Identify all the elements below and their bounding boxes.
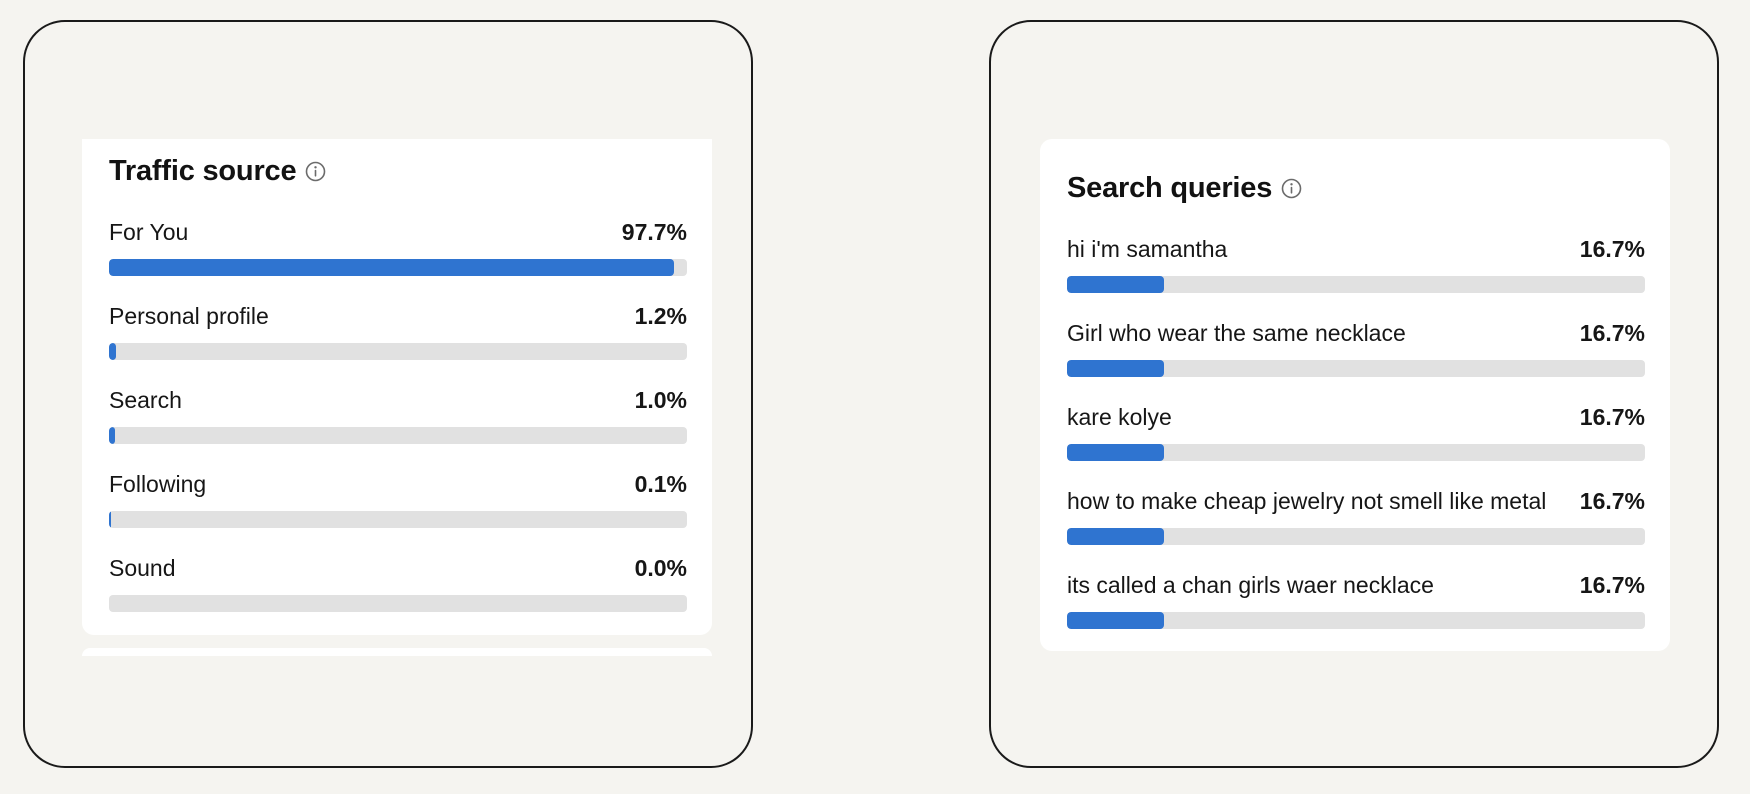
- progress-track: [1067, 360, 1645, 377]
- search-query-row: its called a chan girls waer necklace 16…: [1067, 572, 1645, 632]
- row-label: Girl who wear the same necklace: [1067, 320, 1406, 346]
- row-label: Search: [109, 387, 182, 413]
- progress-track: [1067, 528, 1645, 545]
- info-icon[interactable]: [1281, 178, 1302, 199]
- row-label: Following: [109, 471, 207, 497]
- row-percentage: 16.7%: [1579, 572, 1645, 598]
- progress-fill: [109, 427, 115, 444]
- row-percentage: 16.7%: [1579, 488, 1645, 514]
- progress-track: [109, 259, 687, 276]
- progress-fill: [1067, 444, 1164, 461]
- next-card-edge: [82, 648, 712, 656]
- traffic-source-row: Sound 0.0%: [109, 555, 687, 615]
- row-label: hi i'm samantha: [1067, 236, 1228, 262]
- traffic-source-card: Traffic source For You 97.7% Personal pr…: [82, 139, 712, 635]
- progress-fill: [109, 511, 111, 528]
- row-percentage: 16.7%: [1579, 236, 1645, 262]
- progress-track: [109, 427, 687, 444]
- progress-track: [1067, 612, 1645, 629]
- search-queries-frame: Search queries hi i'm samantha 16.7% Gir…: [989, 20, 1719, 768]
- traffic-source-title: Traffic source: [109, 155, 297, 187]
- search-queries-header: Search queries: [1067, 172, 1302, 205]
- row-label: its called a chan girls waer necklace: [1067, 572, 1434, 598]
- search-query-row: hi i'm samantha 16.7%: [1067, 236, 1645, 296]
- row-percentage: 16.7%: [1579, 404, 1645, 430]
- progress-track: [109, 343, 687, 360]
- row-percentage: 16.7%: [1579, 320, 1645, 346]
- progress-fill: [1067, 528, 1164, 545]
- search-query-row: how to make cheap jewelry not smell like…: [1067, 488, 1645, 548]
- traffic-source-row: Personal profile 1.2%: [109, 303, 687, 363]
- row-percentage: 1.2%: [634, 303, 687, 329]
- row-label: For You: [109, 219, 189, 245]
- row-label: Personal profile: [109, 303, 269, 329]
- row-percentage: 0.1%: [634, 471, 687, 497]
- progress-fill: [1067, 276, 1164, 293]
- progress-track: [109, 595, 687, 612]
- traffic-source-header: Traffic source: [109, 155, 326, 188]
- row-percentage: 97.7%: [621, 219, 687, 245]
- search-query-row: kare kolye 16.7%: [1067, 404, 1645, 464]
- traffic-source-row: Following 0.1%: [109, 471, 687, 531]
- row-percentage: 0.0%: [634, 555, 687, 581]
- progress-fill: [1067, 360, 1164, 377]
- info-icon[interactable]: [305, 161, 326, 182]
- search-query-row: Girl who wear the same necklace 16.7%: [1067, 320, 1645, 380]
- progress-track: [109, 511, 687, 528]
- row-percentage: 1.0%: [634, 387, 687, 413]
- traffic-source-frame: Traffic source For You 97.7% Personal pr…: [23, 20, 753, 768]
- progress-track: [1067, 276, 1645, 293]
- traffic-source-row: For You 97.7%: [109, 219, 687, 279]
- search-queries-card: Search queries hi i'm samantha 16.7% Gir…: [1040, 139, 1670, 651]
- row-label: Sound: [109, 555, 176, 581]
- progress-fill: [1067, 612, 1164, 629]
- row-label: kare kolye: [1067, 404, 1172, 430]
- progress-track: [1067, 444, 1645, 461]
- search-queries-title: Search queries: [1067, 172, 1273, 204]
- row-label: how to make cheap jewelry not smell like…: [1067, 488, 1547, 514]
- progress-fill: [109, 259, 674, 276]
- progress-fill: [109, 343, 116, 360]
- traffic-source-row: Search 1.0%: [109, 387, 687, 447]
